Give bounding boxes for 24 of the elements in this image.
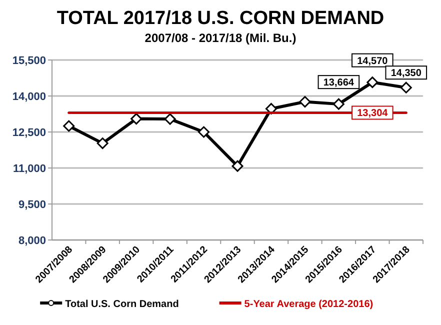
y-tick-label: 15,500 [12,55,46,67]
point [198,126,210,138]
point [130,113,142,125]
point [265,102,277,114]
point [232,160,244,172]
point [299,96,311,108]
point [63,120,75,132]
point [400,82,412,94]
point [164,113,176,125]
chart-subtitle: 2007/08 - 2017/18 (Mil. Bu.) [144,31,296,45]
y-tick-label: 8,000 [18,235,46,247]
chart-title: TOTAL 2017/18 U.S. CORN DEMAND [56,8,384,29]
point [366,76,378,88]
data-label: 14,570 [357,56,388,67]
legend-label: Total U.S. Corn Demand [65,299,179,310]
y-tick-label: 14,000 [12,91,46,103]
point [96,138,108,150]
y-tick-label: 9,500 [18,199,46,211]
data-label: 13,664 [323,78,354,89]
point [332,98,344,110]
data-label: 14,350 [390,68,422,80]
y-tick-label: 11,000 [12,163,46,175]
y-tick-label: 12,500 [12,127,46,139]
legend-label: 5-Year Average (2012-2016) [244,299,374,310]
